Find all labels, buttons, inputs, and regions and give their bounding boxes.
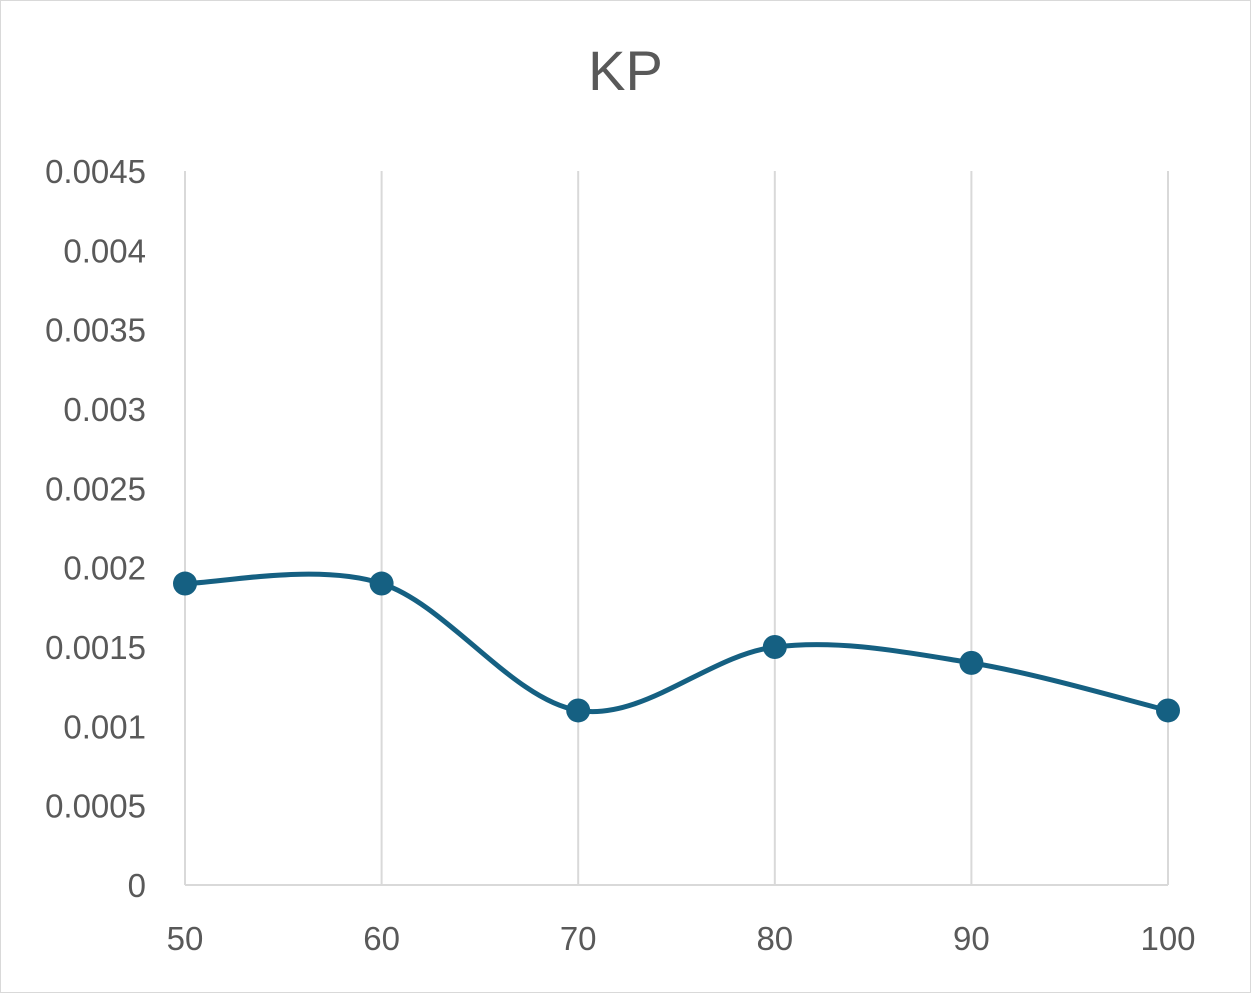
- x-tick-label: 70: [560, 920, 597, 957]
- data-point-90[interactable]: [959, 650, 984, 675]
- series-layer: [173, 571, 1180, 723]
- series-line: [182, 571, 1171, 715]
- data-point-60[interactable]: [369, 571, 394, 596]
- y-tick-label: 0.004: [63, 232, 146, 269]
- data-point-100[interactable]: [1156, 698, 1180, 723]
- y-tick-label: 0.0035: [45, 312, 146, 349]
- y-axis-ticks: 0 0.0005 0.001 0.0015 0.002 0.0025 0.003 0.0035…: [45, 153, 146, 904]
- x-tick-label: 90: [953, 920, 990, 957]
- x-tick-label: 60: [363, 920, 400, 957]
- y-tick-label: 0.002: [63, 550, 146, 587]
- y-tick-label: 0: [128, 867, 146, 904]
- y-tick-label: 0.0045: [45, 153, 146, 190]
- x-tick-label: 80: [756, 920, 793, 957]
- y-tick-label: 0.0005: [45, 788, 146, 825]
- x-tick-label: 50: [167, 920, 204, 957]
- y-tick-label: 0.0015: [45, 629, 146, 666]
- chart-title: KP: [588, 39, 663, 102]
- y-tick-label: 0.0025: [45, 470, 146, 507]
- data-point-70[interactable]: [566, 698, 591, 723]
- y-tick-label: 0.001: [63, 708, 146, 745]
- y-tick-label: 0.003: [63, 391, 146, 428]
- x-axis-ticks: 50 60 70 80 90 100: [167, 920, 1196, 957]
- gridlines: [184, 171, 1169, 885]
- x-tick-label: 100: [1140, 920, 1195, 957]
- data-point-80[interactable]: [762, 635, 787, 659]
- data-point-50[interactable]: [173, 571, 197, 596]
